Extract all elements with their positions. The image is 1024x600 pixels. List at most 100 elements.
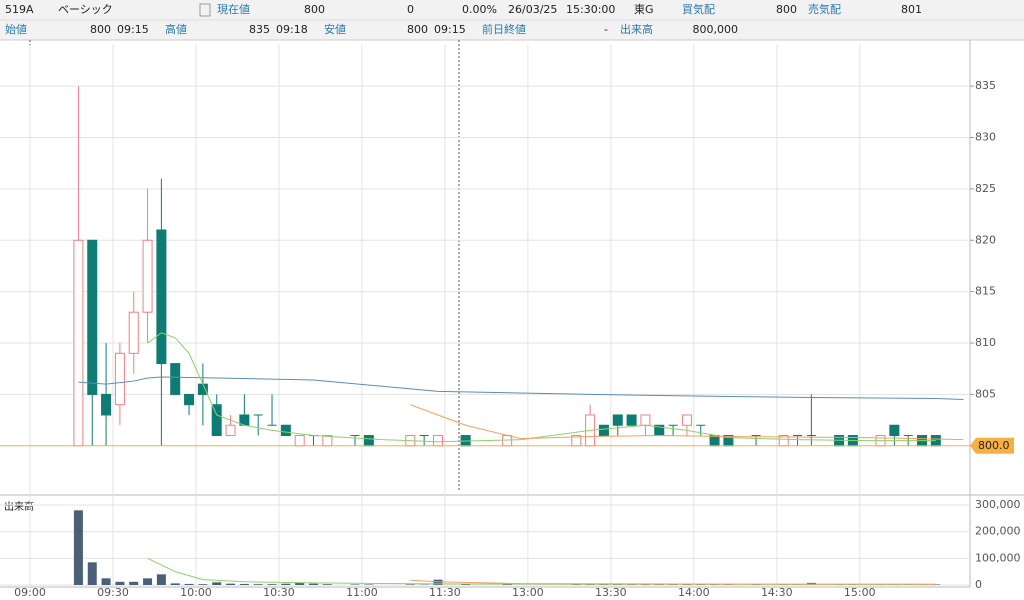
candle-body	[598, 424, 609, 437]
candle-body	[114, 352, 125, 406]
candle-body	[197, 383, 208, 395]
candle-body	[225, 424, 236, 437]
chart-style[interactable]: ベーシック	[58, 3, 113, 16]
volume-bar	[87, 562, 97, 585]
field-value: 09:18	[276, 23, 308, 36]
field-label: 安値	[324, 22, 346, 36]
candle-body	[889, 424, 900, 437]
candle-body	[502, 435, 513, 447]
candle-body	[432, 435, 443, 447]
volume-bar	[101, 578, 111, 585]
candle-body	[640, 414, 651, 426]
field-value: 800	[776, 3, 797, 16]
y-tick-label: 820	[975, 233, 996, 246]
volume-bar	[170, 583, 180, 585]
candle-body	[101, 393, 112, 416]
candle-body	[294, 435, 305, 447]
x-tick-label: 15:00	[844, 586, 876, 599]
candle-body	[681, 414, 692, 426]
volume-bar	[115, 581, 125, 585]
volume-bar	[571, 584, 581, 585]
candle-body	[87, 239, 98, 395]
field-label: 高値	[165, 22, 187, 36]
field-label: 出来高	[620, 22, 653, 36]
candle-body	[363, 435, 374, 447]
field-value: -	[604, 23, 608, 36]
y-tick-label: 810	[975, 336, 996, 349]
field-value: 26/03/25	[508, 3, 557, 16]
field-label: 前日終値	[482, 22, 526, 36]
field-label: 買気配	[682, 2, 715, 16]
x-tick-label: 10:00	[180, 586, 212, 599]
volume-bar	[322, 584, 332, 585]
candle-body	[184, 393, 195, 406]
field-value: 09:15	[117, 23, 149, 36]
candle-body	[142, 239, 153, 313]
volume-bar	[350, 584, 360, 585]
field-label: 売気配	[808, 2, 841, 16]
volume-tick-label: 100,000	[975, 551, 1021, 564]
x-tick-label: 14:00	[678, 586, 710, 599]
x-tick-label: 10:30	[263, 586, 295, 599]
field-value: 800	[304, 3, 325, 16]
moving-average	[78, 376, 964, 401]
last-price-label: 800.0	[978, 439, 1010, 452]
y-tick-label: 825	[975, 182, 996, 195]
x-tick-label: 14:30	[761, 586, 793, 599]
volume-average	[410, 579, 936, 585]
x-tick-label: 11:30	[429, 586, 461, 599]
volume-bar	[253, 584, 263, 585]
volume-bar	[156, 574, 166, 585]
volume-bar	[239, 583, 249, 585]
x-tick-label: 13:30	[595, 586, 627, 599]
field-label: 現在値	[217, 3, 250, 16]
last-price-tag	[970, 437, 1014, 454]
volume-bar	[461, 584, 471, 585]
volume-bar	[309, 583, 319, 585]
x-tick-label: 09:30	[97, 586, 129, 599]
volume-bar	[143, 578, 153, 585]
candle-body	[280, 424, 291, 437]
moving-average	[147, 332, 936, 443]
volume-bar	[295, 582, 305, 585]
y-tick-label: 835	[975, 79, 996, 92]
volume-bar	[184, 583, 194, 585]
volume-bar	[627, 584, 637, 585]
candle-body	[322, 435, 333, 447]
candle-body	[709, 435, 720, 447]
volume-tick-label: 300,000	[975, 498, 1021, 511]
volume-bar	[73, 510, 83, 585]
field-value: 801	[901, 3, 922, 16]
x-tick-label: 11:00	[346, 586, 378, 599]
x-tick-label: 09:00	[14, 586, 46, 599]
field-value: 835	[249, 23, 270, 36]
x-tick-label: 13:00	[512, 586, 544, 599]
volume-tick-label: 200,000	[975, 525, 1021, 538]
volume-bar	[226, 583, 236, 585]
volume-tick-label: 0	[975, 578, 982, 591]
volume-bar	[198, 584, 208, 585]
volume-bar	[502, 584, 512, 585]
field-value: 0	[407, 3, 414, 16]
volume-bar	[212, 582, 222, 585]
volume-bar	[433, 579, 443, 585]
field-value: 800,000	[693, 23, 739, 36]
volume-bar	[129, 581, 139, 585]
field-value: 800	[407, 23, 428, 36]
volume-bar	[267, 584, 277, 585]
volume-bar	[364, 584, 374, 585]
candle-body	[626, 414, 637, 426]
candle-body	[156, 229, 167, 365]
field-value: 0.00%	[462, 3, 497, 16]
y-tick-label: 805	[975, 387, 996, 400]
field-label: 始値	[5, 22, 27, 36]
field-value: 800	[90, 23, 111, 36]
candle-body	[128, 311, 139, 354]
field-value: 15:30:00	[566, 3, 615, 16]
volume-average	[147, 557, 936, 585]
candle-body	[170, 363, 181, 395]
field-value: 09:15	[434, 23, 466, 36]
memo-icon[interactable]	[199, 3, 211, 17]
volume-label: 出来高	[4, 500, 34, 513]
